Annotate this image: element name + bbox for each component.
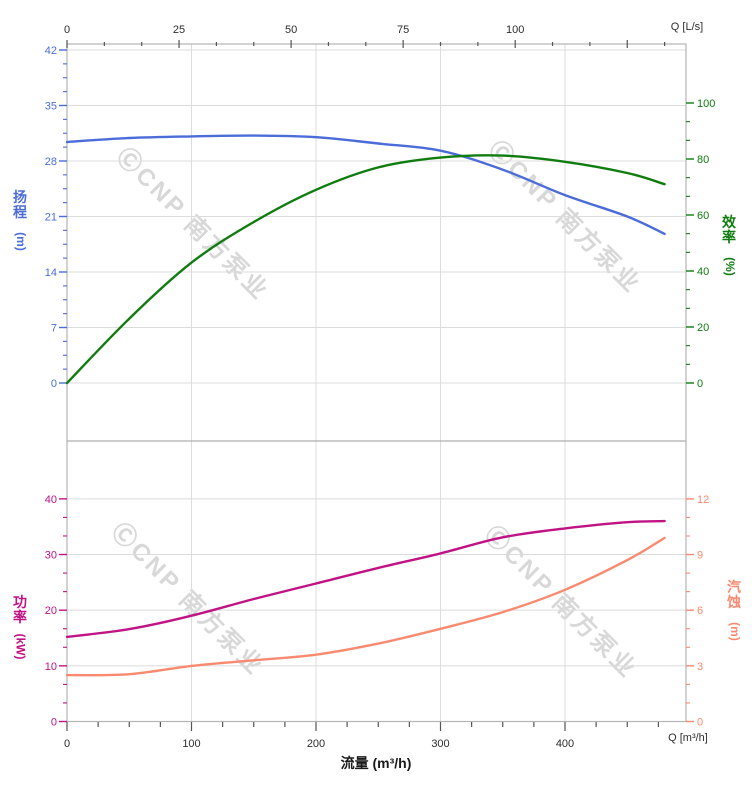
power-axis-char: 功	[13, 594, 27, 610]
power-axis-char: 率	[13, 609, 27, 625]
efficiency-curve	[65, 154, 666, 385]
tick-label: 3	[697, 661, 703, 673]
flow-axis-title: 流量 (m³/h)	[340, 755, 412, 771]
tick-label: 100	[506, 24, 524, 36]
tick-label: 28	[45, 156, 57, 168]
npsh-axis-char: 蚀	[727, 594, 741, 610]
tick-label: 75	[397, 24, 409, 36]
head-curve	[65, 134, 666, 236]
tick-label: 0	[697, 717, 703, 729]
head-axis-char: 程	[13, 204, 27, 220]
npsh-axis-unit: (m)	[727, 622, 742, 641]
tick-label: 42	[45, 45, 57, 57]
top-plot-border	[66, 43, 687, 442]
head-axis-unit: (m)	[13, 232, 28, 251]
tick-label: 35	[45, 100, 57, 112]
head-axis-char: 扬	[13, 189, 27, 205]
tick-label: 40	[697, 266, 709, 278]
tick-label: 0	[64, 738, 70, 750]
tick-label: 14	[45, 267, 57, 279]
tick-label: 200	[307, 738, 325, 750]
tick-label: 21	[45, 211, 57, 223]
efficiency-axis-char: 效	[722, 214, 736, 230]
tick-label: 100	[697, 98, 715, 110]
bottom-axis-unit-label: Q [m³/h]	[668, 732, 708, 744]
tick-label: 10	[45, 661, 57, 673]
power-axis-title: 功 率 (kW)	[6, 594, 34, 660]
efficiency-axis-title: 效 率 (%)	[715, 214, 743, 276]
tick-label: 0	[51, 717, 57, 729]
tick-label: 7	[51, 322, 57, 334]
head-axis-title: 扬 程 (m)	[6, 189, 34, 251]
npsh-curve	[65, 536, 666, 677]
tick-label: 300	[431, 738, 449, 750]
tick-label: 0	[51, 378, 57, 390]
tick-label: 100	[182, 738, 200, 750]
top-axis-unit-label: Q [L/s]	[670, 21, 704, 33]
power-axis-unit: (kW)	[13, 633, 28, 660]
tick-label: 400	[556, 738, 574, 750]
tick-label: 50	[285, 24, 297, 36]
tick-label: 20	[45, 605, 57, 617]
bottom-plot-border	[66, 440, 687, 723]
tick-label: 0	[697, 378, 703, 390]
npsh-axis-char: 汽	[727, 579, 741, 595]
tick-label: 0	[64, 24, 70, 36]
tick-label: 25	[173, 24, 185, 36]
efficiency-axis-char: 率	[722, 229, 736, 245]
tick-label: 30	[45, 550, 57, 562]
tick-label: 60	[697, 210, 709, 222]
tick-label: 6	[697, 605, 703, 617]
tick-label: 12	[697, 494, 709, 506]
npsh-axis-title: 汽 蚀 (m)	[720, 579, 748, 641]
efficiency-axis-unit: (%)	[722, 257, 737, 276]
tick-label: 9	[697, 550, 703, 562]
tick-label: 80	[697, 154, 709, 166]
power-curve	[65, 519, 666, 639]
tick-label: 20	[697, 322, 709, 334]
tick-label: 40	[45, 494, 57, 506]
